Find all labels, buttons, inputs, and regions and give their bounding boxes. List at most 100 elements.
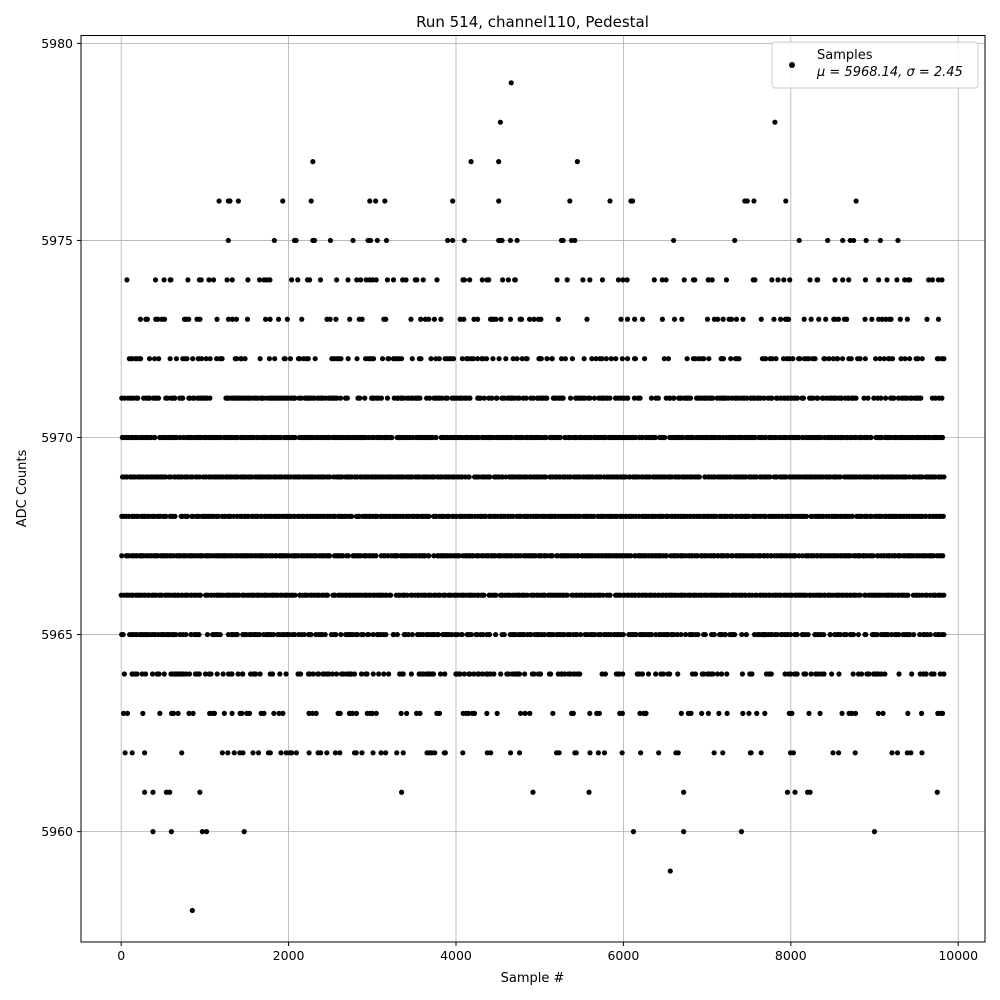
sample-point [863, 237, 869, 244]
sample-point [589, 356, 595, 362]
sample-point [474, 316, 481, 322]
sample-point [322, 631, 328, 638]
sample-point [637, 710, 643, 717]
sample-point [229, 710, 235, 717]
sample-point [660, 671, 667, 677]
y-axis-label: ADC Counts [15, 450, 30, 528]
sample-point [775, 277, 781, 283]
sample-point [362, 395, 368, 401]
sample-point [199, 356, 205, 362]
sample-point [562, 356, 568, 362]
sample-point [848, 356, 854, 362]
sample-point [787, 277, 793, 283]
sample-point [189, 907, 195, 914]
sample-point [835, 356, 841, 362]
sample-point [907, 356, 913, 362]
sample-point [767, 474, 773, 480]
sample-point [283, 671, 289, 677]
sample-point [345, 277, 351, 283]
sample-point [801, 316, 807, 322]
sample-point [803, 671, 809, 677]
sample-point [262, 316, 269, 322]
sample-point [850, 631, 857, 638]
sample-point [751, 198, 757, 204]
sample-point [155, 395, 162, 401]
sample-point [220, 671, 226, 677]
sample-point [466, 474, 472, 480]
sample-point [470, 356, 477, 362]
sample-point [295, 277, 301, 283]
sample-point [229, 277, 235, 283]
sample-point [384, 277, 391, 283]
sample-point [754, 710, 760, 717]
sample-point [792, 789, 798, 795]
sample-point [203, 356, 209, 362]
sample-point [720, 750, 726, 756]
sample-point [493, 316, 499, 322]
sample-point [941, 592, 947, 598]
sample-point [522, 671, 528, 677]
sample-point [807, 277, 813, 283]
sample-point [632, 316, 638, 322]
sample-point [156, 671, 162, 677]
sample-point [638, 750, 644, 756]
sample-point [896, 671, 902, 677]
sample-point [679, 316, 685, 322]
sample-point [301, 631, 307, 638]
sample-point [378, 750, 384, 756]
sample-point [146, 356, 153, 362]
sample-point [481, 592, 487, 598]
sample-point [556, 750, 562, 756]
sample-point [637, 395, 643, 401]
sample-point [705, 710, 712, 717]
sample-point [386, 356, 392, 362]
sample-point [740, 316, 746, 322]
sample-point [710, 671, 716, 677]
sample-point [293, 237, 299, 244]
sample-point [409, 356, 415, 362]
sample-point [587, 277, 593, 283]
sample-point [815, 277, 821, 283]
sample-point [595, 750, 601, 756]
sample-point [744, 198, 750, 204]
sample-point [233, 316, 240, 322]
sample-point [150, 789, 156, 795]
sample-point [607, 592, 613, 598]
sample-point [457, 671, 463, 677]
sample-point [119, 553, 125, 559]
sample-point [701, 356, 707, 362]
sample-point [435, 631, 441, 638]
x-tick-label: 10000 [938, 948, 978, 963]
sample-point [455, 631, 461, 638]
sample-point [317, 277, 324, 283]
sample-point [152, 277, 159, 283]
sample-point [645, 671, 652, 677]
y-tick-label: 5975 [41, 233, 73, 248]
sample-point [603, 356, 609, 362]
sample-point [257, 356, 263, 362]
legend-stats: μ = 5968.14, σ = 2.45 [816, 65, 963, 80]
sample-point [732, 237, 738, 244]
sample-point [876, 316, 882, 322]
sample-point [771, 316, 777, 322]
sample-point [378, 395, 385, 401]
sample-point [701, 671, 707, 677]
sample-point [855, 631, 862, 638]
sample-point [398, 356, 405, 362]
sample-point [865, 395, 871, 401]
sample-point [381, 671, 387, 677]
sample-point [161, 316, 168, 322]
sample-point [560, 395, 566, 401]
sample-point [678, 631, 684, 638]
sample-point [789, 710, 795, 717]
sample-point [620, 671, 626, 677]
sample-point [420, 277, 426, 283]
sample-point [306, 277, 313, 283]
sample-point [723, 277, 730, 283]
sample-point [349, 710, 356, 717]
sample-point [630, 198, 636, 204]
sample-point [667, 868, 673, 874]
sample-point [431, 553, 437, 559]
sample-point [738, 829, 745, 835]
sample-point [150, 829, 156, 835]
